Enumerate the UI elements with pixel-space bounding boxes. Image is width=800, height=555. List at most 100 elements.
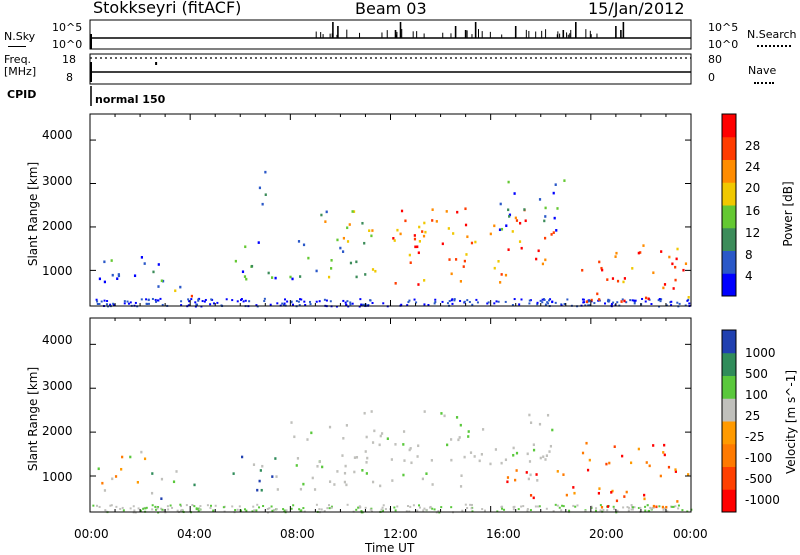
scatter-cell	[526, 452, 529, 456]
scatter-cell	[416, 455, 419, 458]
scatter-cell	[441, 242, 444, 246]
scatter-cell	[423, 410, 426, 413]
nave-tick-bottom: 0	[708, 71, 715, 84]
scatter-cell	[365, 461, 368, 464]
xtick-2000: 20:00	[589, 527, 624, 541]
scatter-cell	[333, 483, 336, 486]
scatter-cell	[489, 462, 492, 466]
ground-scatter	[418, 504, 421, 507]
ground-scatter	[369, 299, 372, 302]
ground-scatter	[470, 507, 473, 510]
ground-scatter	[180, 304, 183, 307]
noise-tick-top-right: 10^5	[708, 21, 739, 34]
scatter-cell	[544, 215, 547, 218]
scatter-cell	[446, 443, 449, 447]
scatter-cell	[250, 264, 254, 268]
ground-scatter	[115, 505, 118, 508]
ground-scatter	[408, 299, 411, 302]
scatter-cell	[480, 453, 483, 456]
ground-scatter	[263, 300, 266, 303]
scatter-cell	[321, 465, 324, 469]
ground-scatter	[121, 506, 124, 509]
ground-scatter	[453, 299, 456, 302]
scatter-cell	[404, 219, 407, 223]
ground-scatter	[512, 508, 515, 511]
scatter-cell	[339, 246, 342, 250]
xtick-0400: 04:00	[177, 527, 212, 541]
ground-scatter	[541, 298, 544, 301]
scatter-cell	[271, 475, 274, 478]
ground-scatter	[688, 302, 691, 305]
ground-scatter	[271, 510, 274, 513]
scatter-cell	[140, 450, 143, 454]
ground-scatter	[163, 509, 166, 512]
ground-scatter	[96, 302, 99, 305]
scatter-cell	[536, 479, 539, 482]
scatter-cell	[150, 491, 154, 495]
scatter-cell	[258, 186, 262, 190]
freq-unit: [MHz]	[4, 65, 37, 78]
scatter-cell	[676, 247, 679, 251]
ground-scatter	[650, 507, 653, 510]
scatter-cell	[597, 491, 601, 495]
ground-scatter	[637, 507, 640, 510]
scatter-cell	[527, 477, 530, 481]
ground-scatter	[360, 510, 363, 513]
x-axis-label: Time UT	[365, 541, 415, 555]
ground-scatter	[123, 302, 126, 305]
scatter-cell	[117, 273, 120, 276]
scatter-cell	[345, 424, 348, 427]
power-ytick-1000: 1000	[42, 264, 73, 278]
ground-scatter	[298, 508, 301, 511]
scatter-cell	[371, 268, 375, 271]
ground-scatter	[251, 510, 254, 513]
ground-scatter	[650, 303, 653, 306]
ground-scatter	[156, 507, 159, 510]
scatter-cell	[244, 245, 247, 249]
scatter-cell	[365, 472, 368, 475]
scatter-cell	[459, 423, 462, 427]
scatter-cell	[431, 219, 434, 222]
scatter-cell	[613, 445, 616, 448]
vel-cb-m500: -500	[745, 472, 773, 486]
ground-scatter	[268, 507, 271, 510]
scatter-cell	[364, 273, 367, 276]
scatter-cell	[421, 230, 424, 233]
scatter-cell	[528, 413, 531, 417]
ground-scatter	[194, 301, 197, 304]
ground-scatter	[606, 509, 609, 512]
scatter-cell	[129, 455, 132, 459]
scatter-cell	[623, 277, 627, 280]
ground-scatter	[302, 507, 305, 510]
scatter-cell	[316, 465, 319, 468]
scatter-cell	[409, 447, 412, 450]
scatter-cell	[425, 472, 428, 475]
ground-scatter	[558, 506, 561, 509]
ground-scatter	[541, 301, 544, 304]
power-colorbar-segment	[722, 159, 736, 183]
scatter-cell	[417, 251, 420, 255]
scatter-cell	[344, 464, 347, 468]
ground-scatter	[236, 508, 239, 511]
scatter-cell	[179, 285, 182, 289]
scatter-cell	[556, 470, 559, 473]
scatter-cell	[371, 480, 375, 484]
ground-scatter	[161, 508, 164, 511]
velocity-colorbar-segment	[722, 489, 736, 513]
ground-scatter	[633, 300, 636, 303]
scatter-cell	[514, 478, 517, 482]
scatter-cell	[368, 229, 371, 232]
scatter-cell	[343, 471, 347, 475]
scatter-cell	[504, 273, 508, 277]
ground-scatter	[546, 301, 549, 304]
ground-scatter	[606, 300, 609, 303]
scatter-cell	[417, 283, 420, 286]
scatter-cell	[443, 414, 446, 418]
ground-scatter	[616, 301, 619, 304]
ground-scatter	[595, 507, 598, 510]
ground-scatter	[511, 304, 514, 307]
ground-scatter	[187, 304, 190, 307]
scatter-cell	[662, 451, 665, 454]
ground-scatter	[134, 301, 137, 304]
ground-scatter	[554, 503, 557, 506]
